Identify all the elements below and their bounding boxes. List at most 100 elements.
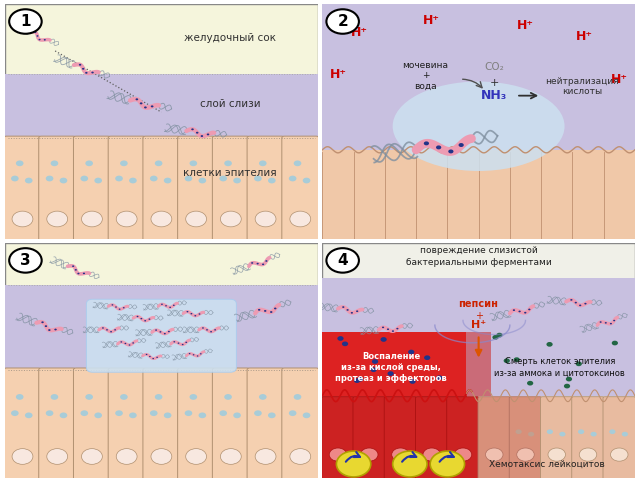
Circle shape	[169, 307, 171, 308]
Circle shape	[233, 178, 241, 184]
Circle shape	[136, 316, 138, 317]
Circle shape	[262, 264, 264, 265]
Circle shape	[504, 359, 510, 363]
Circle shape	[303, 178, 310, 184]
FancyBboxPatch shape	[509, 397, 541, 480]
Circle shape	[79, 64, 81, 66]
Bar	[323, 4, 635, 150]
Circle shape	[129, 178, 137, 184]
Circle shape	[251, 262, 253, 264]
Circle shape	[548, 448, 566, 461]
Circle shape	[36, 35, 38, 37]
Circle shape	[497, 333, 502, 337]
Circle shape	[351, 312, 353, 314]
Circle shape	[151, 106, 154, 107]
Circle shape	[102, 327, 104, 329]
Circle shape	[423, 448, 440, 461]
Bar	[5, 285, 317, 370]
FancyBboxPatch shape	[143, 136, 180, 241]
Circle shape	[611, 448, 628, 461]
Text: +: +	[475, 311, 483, 321]
Text: желудочный сок: желудочный сок	[184, 33, 276, 43]
FancyBboxPatch shape	[108, 136, 145, 241]
Circle shape	[44, 39, 46, 40]
Circle shape	[151, 211, 172, 227]
Circle shape	[591, 432, 596, 437]
Circle shape	[356, 310, 358, 312]
Circle shape	[177, 343, 179, 344]
Circle shape	[54, 329, 57, 331]
Circle shape	[150, 410, 157, 416]
Circle shape	[268, 178, 276, 184]
Circle shape	[360, 448, 378, 461]
Text: H⁺: H⁺	[351, 26, 369, 39]
Circle shape	[35, 31, 36, 33]
Circle shape	[357, 377, 364, 382]
Circle shape	[156, 357, 158, 358]
Circle shape	[120, 161, 128, 166]
Circle shape	[206, 329, 208, 331]
Circle shape	[424, 355, 430, 360]
Circle shape	[454, 448, 472, 461]
FancyBboxPatch shape	[282, 368, 319, 480]
Circle shape	[578, 429, 584, 434]
Circle shape	[547, 429, 553, 434]
Circle shape	[165, 305, 167, 307]
FancyBboxPatch shape	[282, 136, 319, 241]
Text: 1: 1	[20, 14, 31, 29]
Circle shape	[257, 263, 259, 265]
Circle shape	[132, 342, 134, 344]
Circle shape	[408, 349, 414, 354]
Text: CO₂: CO₂	[484, 62, 504, 72]
FancyBboxPatch shape	[322, 397, 354, 480]
Circle shape	[570, 299, 573, 301]
Circle shape	[337, 336, 344, 341]
Circle shape	[196, 355, 198, 357]
Circle shape	[266, 260, 268, 262]
Circle shape	[575, 302, 577, 304]
Circle shape	[329, 448, 347, 461]
Circle shape	[51, 161, 58, 166]
Circle shape	[140, 318, 142, 320]
Circle shape	[346, 309, 349, 311]
Circle shape	[196, 132, 198, 134]
Circle shape	[12, 449, 33, 464]
Circle shape	[207, 134, 209, 135]
Circle shape	[492, 335, 499, 340]
Circle shape	[151, 449, 172, 464]
Circle shape	[81, 449, 102, 464]
FancyBboxPatch shape	[247, 368, 284, 480]
Circle shape	[387, 371, 394, 376]
Circle shape	[94, 413, 102, 418]
Circle shape	[458, 143, 464, 147]
Circle shape	[303, 413, 310, 418]
Circle shape	[528, 308, 531, 310]
Circle shape	[198, 178, 206, 184]
Circle shape	[559, 432, 566, 437]
Circle shape	[290, 449, 310, 464]
Circle shape	[83, 273, 85, 274]
Circle shape	[259, 161, 267, 166]
Circle shape	[185, 410, 192, 416]
Text: 3: 3	[20, 253, 31, 268]
Circle shape	[290, 211, 310, 227]
Circle shape	[161, 304, 163, 305]
Text: +: +	[490, 78, 499, 88]
Bar	[323, 278, 635, 396]
Circle shape	[85, 72, 88, 74]
Circle shape	[259, 394, 267, 400]
Circle shape	[123, 307, 125, 308]
Text: Воспаление
из-за кислой среды,
протеаз и эффекторов: Воспаление из-за кислой среды, протеаз и…	[335, 352, 447, 383]
Circle shape	[268, 413, 276, 418]
FancyBboxPatch shape	[353, 397, 385, 480]
Circle shape	[326, 248, 359, 273]
Circle shape	[224, 161, 232, 166]
Circle shape	[116, 449, 137, 464]
FancyBboxPatch shape	[384, 397, 417, 480]
Circle shape	[48, 329, 51, 331]
Circle shape	[146, 354, 147, 355]
Text: мочевина
+
вода: мочевина + вода	[403, 61, 449, 91]
FancyBboxPatch shape	[74, 368, 111, 480]
Text: 4: 4	[337, 253, 348, 268]
Circle shape	[274, 308, 276, 309]
